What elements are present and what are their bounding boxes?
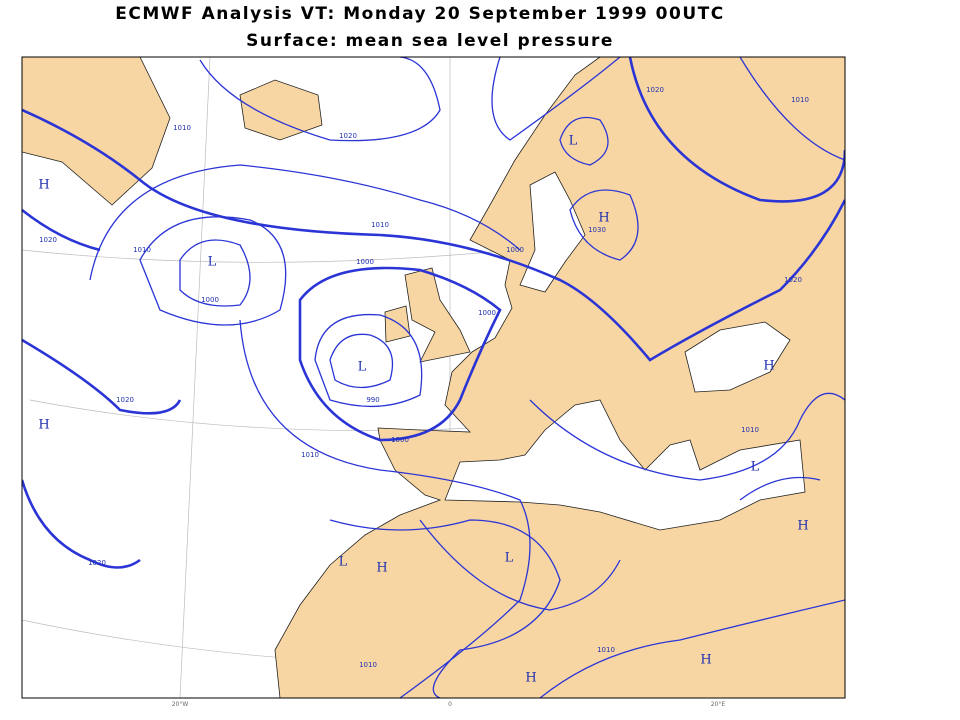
pressure-center: L: [358, 360, 367, 375]
pressure-center: H: [763, 359, 774, 374]
pressure-center: H: [376, 561, 387, 576]
isobar-label: 1010: [133, 246, 151, 254]
isobar-label: 1020: [784, 276, 802, 284]
graticule-label: 20°W: [172, 701, 189, 708]
iceland: [239, 79, 323, 141]
pressure-center: H: [797, 519, 808, 534]
black-sea: [684, 321, 791, 393]
isobar-label: 1010: [371, 221, 389, 229]
graticule-label: 20°E: [711, 701, 726, 708]
pressure-center: L: [339, 555, 348, 570]
isobar-label: 990: [366, 396, 379, 404]
isobar-label: 1020: [646, 86, 664, 94]
baltic: [519, 171, 586, 293]
pressure-center: H: [38, 418, 49, 433]
mediterranean: [444, 399, 806, 531]
pressure-center: H: [598, 211, 609, 226]
isobar-label: 1010: [741, 426, 759, 434]
isobar-label: 1020: [116, 396, 134, 404]
isobar-label: 1030: [588, 226, 606, 234]
pressure-center: L: [569, 134, 578, 149]
isobar-label: 1000: [391, 436, 409, 444]
map-frame: [21, 56, 846, 699]
isobar-label: 1020: [88, 559, 106, 567]
isobar-label: 1010: [359, 661, 377, 669]
pressure-center: H: [525, 671, 536, 686]
isobar-label: 1000: [478, 309, 496, 317]
pressure-center: L: [751, 460, 760, 475]
isobar-label: 1020: [39, 236, 57, 244]
isobar-label: 1020: [339, 132, 357, 140]
map: [22, 57, 845, 698]
britain: [404, 267, 471, 363]
isobar-label: 1000: [356, 258, 374, 266]
pressure-center: L: [208, 255, 217, 270]
pressure-center: H: [38, 178, 49, 193]
isobar-label: 1010: [791, 96, 809, 104]
subtitle: Surface: mean sea level pressure: [246, 31, 614, 51]
title: ECMWF Analysis VT: Monday 20 September 1…: [115, 4, 724, 24]
europe-africa: [274, 57, 845, 698]
isobar-label: 1010: [301, 451, 319, 459]
isobar-label: 1000: [201, 296, 219, 304]
isobar-label: 1010: [173, 124, 191, 132]
graticule-label: 0: [448, 701, 452, 708]
isobar-label: 1010: [597, 646, 615, 654]
pressure-center: H: [700, 653, 711, 668]
ireland: [384, 305, 411, 343]
pressure-center: L: [505, 551, 514, 566]
labels: H L L L H H H L H L H L H H 1010 1020 1010 1000 1010 1000 10…: [38, 86, 809, 708]
isobar-label: 1000: [506, 246, 524, 254]
isobars: [22, 57, 845, 698]
greenland: [22, 57, 171, 206]
